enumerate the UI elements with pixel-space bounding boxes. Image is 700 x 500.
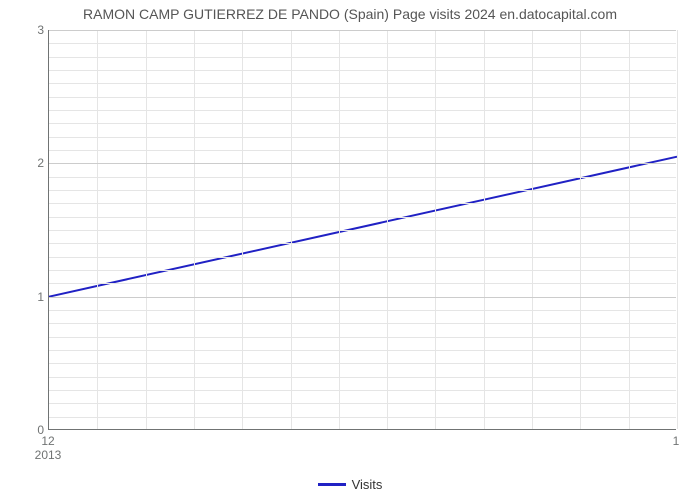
plot-area — [48, 30, 676, 430]
grid-line-horizontal — [49, 283, 676, 284]
grid-line-vertical — [677, 30, 678, 429]
grid-line-horizontal — [49, 110, 676, 111]
grid-line-horizontal — [49, 337, 676, 338]
legend-swatch-visits — [318, 483, 346, 486]
grid-line-horizontal — [49, 230, 676, 231]
y-tick-label: 3 — [37, 23, 44, 37]
grid-line-horizontal — [49, 257, 676, 258]
legend: Visits — [0, 477, 700, 492]
y-tick-label: 1 — [37, 290, 44, 304]
grid-line-horizontal — [49, 97, 676, 98]
grid-line-horizontal — [49, 83, 676, 84]
grid-line-horizontal — [49, 43, 676, 44]
grid-line-horizontal — [49, 310, 676, 311]
grid-line-horizontal — [49, 363, 676, 364]
series-line-visits — [49, 157, 677, 297]
grid-line-horizontal — [49, 377, 676, 378]
grid-line-horizontal — [49, 243, 676, 244]
grid-line-horizontal — [49, 190, 676, 191]
grid-line-horizontal — [49, 150, 676, 151]
grid-line-horizontal — [49, 270, 676, 271]
chart-title: RAMON CAMP GUTIERREZ DE PANDO (Spain) Pa… — [0, 6, 700, 22]
grid-line-horizontal — [49, 217, 676, 218]
x-tick-label: 12 — [41, 434, 54, 448]
grid-line-horizontal — [49, 403, 676, 404]
grid-line-horizontal — [49, 390, 676, 391]
grid-line-horizontal — [49, 137, 676, 138]
legend-label-visits: Visits — [352, 477, 383, 492]
x-tick-label: 1 — [673, 434, 680, 448]
x-sub-label: 2013 — [35, 448, 62, 462]
grid-line-horizontal-major — [49, 30, 676, 31]
line-chart: RAMON CAMP GUTIERREZ DE PANDO (Spain) Pa… — [0, 0, 700, 500]
grid-line-horizontal — [49, 203, 676, 204]
grid-line-horizontal — [49, 70, 676, 71]
grid-line-horizontal-major — [49, 163, 676, 164]
grid-line-horizontal — [49, 57, 676, 58]
grid-line-horizontal — [49, 177, 676, 178]
grid-line-horizontal — [49, 417, 676, 418]
y-tick-label: 2 — [37, 156, 44, 170]
grid-line-horizontal — [49, 350, 676, 351]
grid-line-horizontal-major — [49, 297, 676, 298]
grid-line-horizontal — [49, 323, 676, 324]
grid-line-horizontal — [49, 123, 676, 124]
